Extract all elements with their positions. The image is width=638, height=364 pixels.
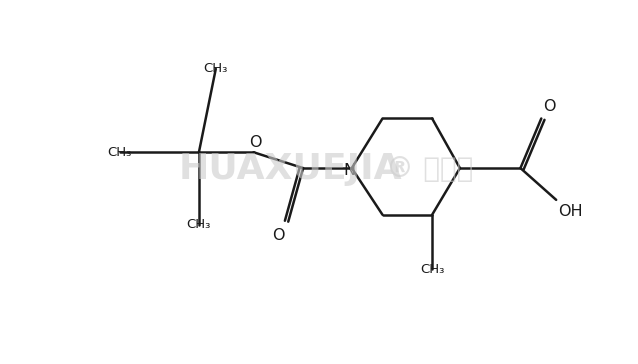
Text: O: O — [272, 228, 285, 243]
Text: HUAXUEJIA: HUAXUEJIA — [179, 152, 402, 186]
Text: ® 化学加: ® 化学加 — [385, 155, 473, 183]
Text: OH: OH — [558, 204, 582, 219]
Text: CH₃: CH₃ — [187, 218, 211, 231]
Text: CH₃: CH₃ — [420, 263, 444, 276]
Text: O: O — [249, 135, 262, 150]
Text: N: N — [344, 163, 356, 178]
Text: CH₃: CH₃ — [204, 62, 228, 75]
Text: O: O — [543, 99, 556, 114]
Text: CH₃: CH₃ — [107, 146, 131, 159]
